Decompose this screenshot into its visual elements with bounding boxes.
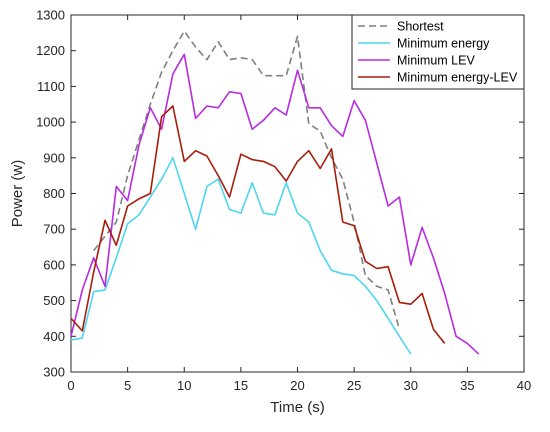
y-tick-label: 700 [43,222,65,237]
legend-label-minimum-energy: Minimum energy [397,37,490,51]
legend-label-minimum-lev: Minimum LEV [397,54,475,68]
x-axis-label: Time (s) [270,399,324,416]
series-line-minimum-lev [70,53,480,355]
x-tick-label: 30 [404,378,418,393]
x-tick-label: 5 [124,378,131,393]
x-tick-label: 20 [290,378,304,393]
y-tick-label: 500 [43,293,65,308]
series-line-minimum-energy [70,157,412,355]
y-axis-label: Power (w) [9,160,26,228]
y-tick-label: 300 [43,365,65,380]
legend: Shortest Minimum energy Minimum LEV Minimum… [351,14,525,90]
x-tick-label: 40 [517,378,531,393]
x-tick-label: 35 [460,378,474,393]
x-tick-label: 25 [347,378,361,393]
x-tick-label: 15 [234,378,248,393]
x-tick-label: 10 [177,378,191,393]
y-tick-label: 1100 [37,79,65,94]
series-line-shortest [93,30,401,330]
y-tick-label: 1300 [36,8,65,23]
y-tick-label: 600 [43,257,65,272]
series-line-minimum-energy-lev [70,105,446,344]
y-tick-label: 1200 [36,43,65,58]
legend-label-minimum-energy-lev: Minimum energy-LEV [397,71,518,85]
y-tick-label: 1000 [36,115,65,130]
y-tick-label: 900 [43,150,65,165]
legend-label-shortest: Shortest [397,20,444,34]
y-tick-label: 400 [43,329,65,344]
y-tick-label: 800 [43,186,65,201]
x-tick-label: 0 [67,378,74,393]
